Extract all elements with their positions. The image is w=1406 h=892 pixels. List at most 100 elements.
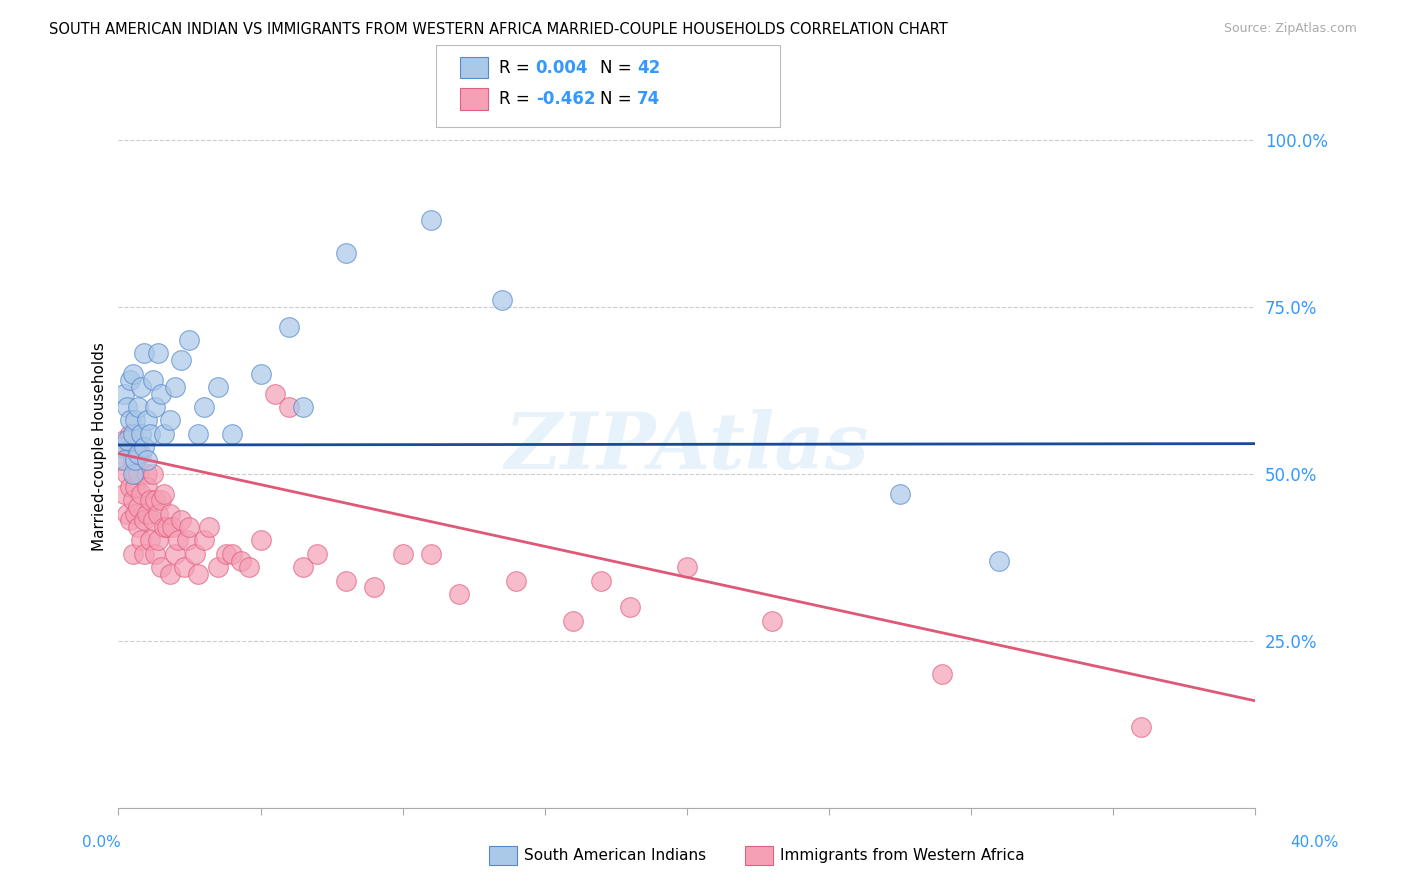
Point (129, 380, 152, 394)
Point (132, 440, 155, 454)
Point (159, 413, 181, 427)
Point (132, 547, 155, 561)
Point (118, 413, 141, 427)
Point (198, 520, 221, 534)
Point (148, 507, 170, 521)
Point (124, 480, 146, 494)
Point (193, 533, 215, 548)
Point (307, 547, 329, 561)
Point (135, 453, 157, 467)
Text: 40.0%: 40.0% (1291, 836, 1339, 850)
Point (115, 507, 138, 521)
Text: 0.004: 0.004 (536, 59, 588, 77)
Point (150, 386, 173, 401)
Point (292, 560, 315, 574)
Point (141, 467, 163, 481)
Point (115, 467, 138, 481)
Point (162, 520, 184, 534)
Point (176, 533, 198, 548)
Point (121, 467, 143, 481)
Point (277, 400, 299, 414)
Point (121, 453, 143, 467)
Point (115, 400, 138, 414)
Point (420, 213, 443, 227)
Point (138, 533, 160, 548)
Point (138, 493, 160, 508)
Point (249, 367, 271, 381)
Point (184, 547, 207, 561)
Point (110, 440, 132, 454)
Point (132, 513, 155, 527)
Point (420, 547, 443, 561)
Text: Source: ZipAtlas.com: Source: ZipAtlas.com (1223, 22, 1357, 36)
Point (141, 513, 163, 527)
Text: SOUTH AMERICAN INDIAN VS IMMIGRANTS FROM WESTERN AFRICA MARRIED-COUPLE HOUSEHOLD: SOUTH AMERICAN INDIAN VS IMMIGRANTS FROM… (49, 22, 948, 37)
Point (150, 560, 173, 574)
Point (221, 547, 243, 561)
Point (118, 480, 141, 494)
Point (115, 434, 138, 448)
Point (335, 246, 357, 260)
Point (129, 533, 152, 548)
Point (179, 520, 201, 534)
Point (112, 453, 135, 467)
Point (619, 600, 641, 615)
Point (121, 547, 143, 561)
Point (138, 426, 160, 441)
Point (363, 580, 385, 594)
Text: R =: R = (499, 90, 536, 108)
Point (156, 520, 179, 534)
Point (145, 400, 167, 414)
Point (121, 367, 143, 381)
Point (132, 346, 155, 360)
Point (129, 487, 152, 501)
Point (215, 547, 238, 561)
Point (135, 480, 157, 494)
Point (124, 507, 146, 521)
Point (127, 447, 149, 461)
Point (165, 380, 187, 394)
Point (167, 533, 190, 548)
Point (127, 500, 149, 514)
Text: N =: N = (600, 59, 637, 77)
Point (118, 513, 141, 527)
Point (148, 346, 170, 360)
Text: -0.462: -0.462 (536, 90, 595, 108)
Point (187, 566, 209, 581)
Text: R =: R = (499, 59, 536, 77)
Point (150, 493, 173, 508)
Point (145, 547, 167, 561)
Y-axis label: Married-couple Households: Married-couple Households (93, 343, 107, 551)
Point (221, 426, 243, 441)
Point (135, 507, 157, 521)
Point (591, 574, 613, 588)
Text: Immigrants from Western Africa: Immigrants from Western Africa (780, 848, 1025, 863)
Text: 74: 74 (637, 90, 661, 108)
Point (207, 560, 229, 574)
Point (187, 426, 209, 441)
Point (165, 547, 187, 561)
Point (889, 487, 911, 501)
Point (170, 353, 193, 368)
Point (124, 453, 146, 467)
Text: 0.0%: 0.0% (82, 836, 121, 850)
Point (931, 667, 953, 681)
Point (238, 560, 260, 574)
Point (159, 566, 181, 581)
Point (135, 413, 157, 427)
Point (505, 574, 527, 588)
Text: ZIPAtlas: ZIPAtlas (505, 409, 869, 485)
Point (112, 487, 135, 501)
Point (129, 447, 152, 461)
Point (127, 520, 149, 534)
Point (118, 373, 141, 387)
Point (127, 467, 149, 481)
Point (153, 487, 176, 501)
Point (207, 380, 229, 394)
Point (491, 293, 513, 307)
Point (145, 493, 167, 508)
Point (292, 400, 315, 414)
Point (129, 426, 152, 441)
Point (449, 587, 471, 601)
Point (159, 507, 181, 521)
